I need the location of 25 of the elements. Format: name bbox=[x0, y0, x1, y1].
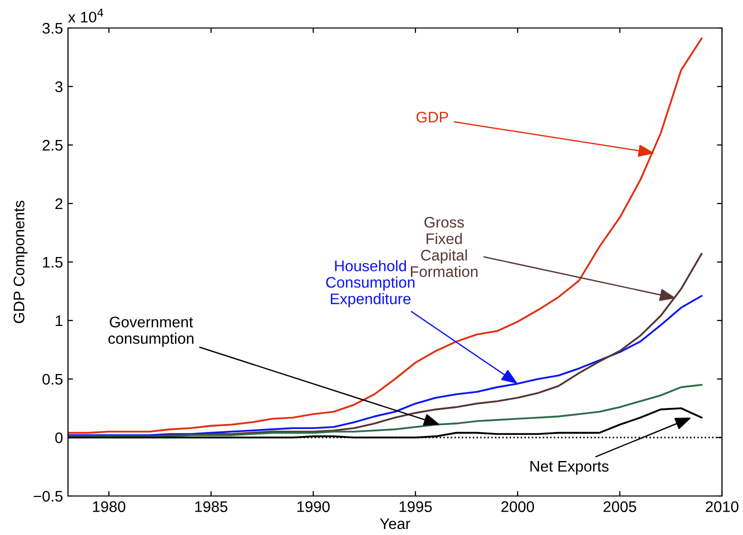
y-axis-title: GDP Components bbox=[14, 200, 28, 324]
line-series bbox=[68, 295, 702, 436]
x-axis-title: Year bbox=[380, 518, 410, 530]
y-tick-label: −0.5 bbox=[34, 490, 62, 502]
x-tick-label: 1995 bbox=[400, 501, 432, 512]
y-tick-label: 1.5 bbox=[43, 257, 62, 268]
annotation: Net Exports bbox=[530, 461, 608, 475]
x-tick-label: 1985 bbox=[195, 501, 228, 512]
line-series bbox=[68, 384, 702, 438]
annotation: GDP bbox=[416, 112, 448, 123]
y-tick-label: 0.5 bbox=[42, 374, 62, 385]
x-tick-label: 2005 bbox=[604, 501, 636, 512]
y-tick-label: 1 bbox=[56, 316, 62, 326]
annotation: Government consumption bbox=[108, 316, 194, 347]
y-tick-label: 0 bbox=[55, 432, 63, 444]
y-tick-label: 3 bbox=[55, 81, 62, 92]
x-tick-label: 2010 bbox=[706, 501, 738, 512]
y-tick-label: 2 bbox=[55, 198, 62, 210]
y-tick-label: 2.5 bbox=[42, 140, 62, 151]
x-tick-label: 1980 bbox=[93, 501, 126, 512]
x-tick-label: 1990 bbox=[297, 501, 330, 512]
x-tick-label: 2000 bbox=[501, 501, 534, 512]
y-tick-label: 3.5 bbox=[42, 22, 62, 34]
text: x 10$^{4}$ bbox=[68, 8, 104, 23]
line-series bbox=[68, 38, 702, 434]
